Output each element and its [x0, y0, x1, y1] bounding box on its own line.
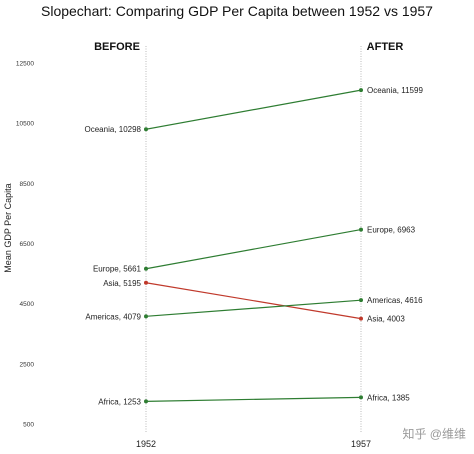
label-1952-europe: Europe, 5661	[93, 265, 142, 274]
label-1952-americas: Americas, 4079	[85, 312, 141, 321]
series-group: Oceania, 10298 Oceania, 11599 Europe, 5661…	[85, 86, 424, 406]
y-tick-label: 12500	[16, 61, 34, 68]
label-1957-europe: Europe, 6963	[367, 226, 416, 235]
point-1957-europe	[359, 227, 363, 232]
y-tick-label: 8500	[20, 181, 35, 188]
slope-line-europe	[145, 228, 362, 270]
header-before: BEFORE	[94, 41, 140, 53]
y-tick-label: 10500	[16, 121, 34, 128]
x-tick-label: 1952	[136, 439, 156, 449]
point-1957-africa	[359, 395, 363, 400]
slope-line-oceania	[145, 89, 362, 130]
point-1952-asia	[144, 280, 148, 285]
point-1952-americas	[144, 314, 148, 319]
y-ticks: 500 2500 4500 6500 8500 10500 12500	[16, 61, 34, 429]
header-after: AFTER	[367, 41, 404, 53]
label-1957-americas: Americas, 4616	[367, 296, 423, 305]
point-1957-americas	[359, 298, 363, 303]
slope-line-africa	[145, 396, 362, 402]
label-1952-asia: Asia, 5195	[103, 279, 141, 288]
label-1952-africa: Africa, 1253	[98, 397, 141, 406]
label-1952-oceania: Oceania, 10298	[85, 125, 142, 134]
y-tick-label: 500	[23, 422, 34, 429]
y-tick-label: 2500	[20, 361, 35, 368]
y-tick-label: 6500	[20, 241, 35, 248]
point-1952-oceania	[144, 127, 148, 132]
label-1957-africa: Africa, 1385	[367, 393, 410, 402]
point-1952-europe	[144, 266, 148, 271]
point-1957-asia	[359, 316, 363, 321]
x-ticks: 1952 1957	[136, 439, 371, 449]
chart-title: Slopechart: Comparing GDP Per Capita bet…	[41, 3, 433, 19]
slope-line-americas	[145, 299, 362, 317]
point-1957-oceania	[359, 88, 363, 93]
watermark: 知乎 @维维	[402, 427, 466, 441]
x-tick-label: 1957	[351, 439, 371, 449]
slope-line-asia	[145, 282, 362, 320]
y-axis-label: Mean GDP Per Capita	[3, 183, 13, 272]
y-tick-label: 4500	[20, 301, 35, 308]
point-1952-africa	[144, 399, 148, 404]
label-1957-oceania: Oceania, 11599	[367, 86, 423, 95]
label-1957-asia: Asia, 4003	[367, 315, 405, 324]
